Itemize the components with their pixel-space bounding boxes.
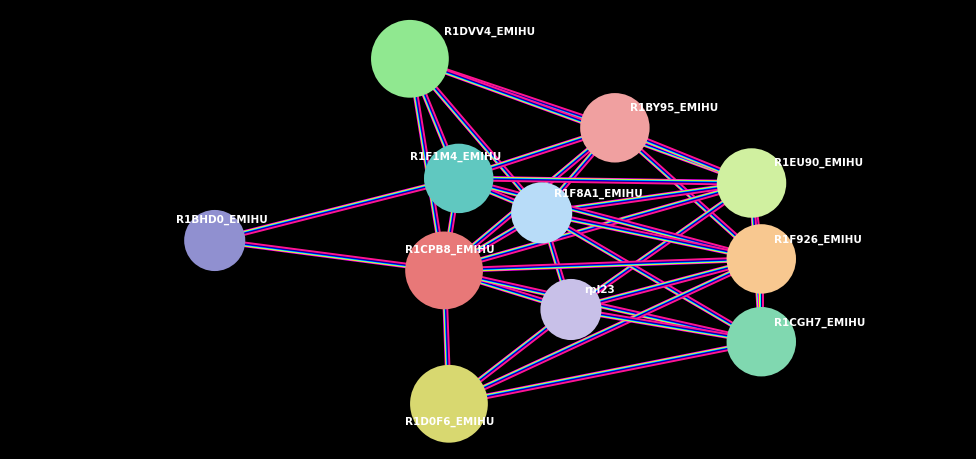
Text: R1F1M4_EMIHU: R1F1M4_EMIHU <box>410 151 501 162</box>
Text: R1BHD0_EMIHU: R1BHD0_EMIHU <box>176 215 267 225</box>
Text: R1CGH7_EMIHU: R1CGH7_EMIHU <box>774 317 866 327</box>
Ellipse shape <box>716 149 787 218</box>
Ellipse shape <box>580 94 650 163</box>
Ellipse shape <box>424 145 494 213</box>
Text: R1F8A1_EMIHU: R1F8A1_EMIHU <box>554 189 643 199</box>
Ellipse shape <box>371 21 449 99</box>
Ellipse shape <box>511 183 572 244</box>
Ellipse shape <box>541 280 601 340</box>
Text: R1EU90_EMIHU: R1EU90_EMIHU <box>774 157 863 168</box>
Text: R1BY95_EMIHU: R1BY95_EMIHU <box>630 102 717 112</box>
Ellipse shape <box>184 211 245 271</box>
Text: R1D0F6_EMIHU: R1D0F6_EMIHU <box>405 416 495 426</box>
Ellipse shape <box>726 308 796 376</box>
Text: rpl23: rpl23 <box>584 285 615 295</box>
Ellipse shape <box>410 365 488 443</box>
Text: R1CPB8_EMIHU: R1CPB8_EMIHU <box>405 245 495 255</box>
Text: R1F926_EMIHU: R1F926_EMIHU <box>774 234 862 244</box>
Text: R1DVV4_EMIHU: R1DVV4_EMIHU <box>444 27 535 37</box>
Ellipse shape <box>405 232 483 310</box>
Ellipse shape <box>726 225 796 294</box>
